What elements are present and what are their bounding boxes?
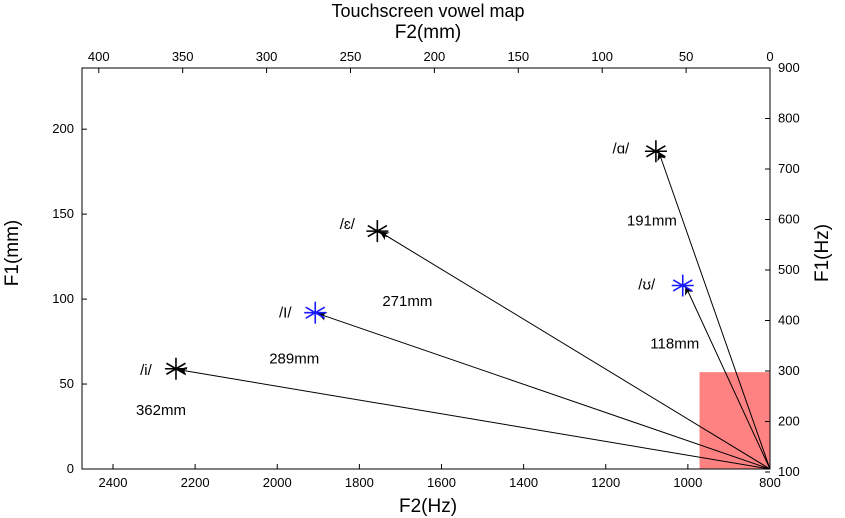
y-right-tick-label: 300 bbox=[778, 363, 800, 378]
vowel-marker bbox=[366, 220, 389, 243]
marker-layer bbox=[164, 140, 694, 380]
y-right-tick-label: 200 bbox=[778, 414, 800, 429]
marker-stroke bbox=[305, 306, 326, 319]
y-right-tick-label: 800 bbox=[778, 111, 800, 126]
vowel-marker bbox=[644, 140, 667, 163]
x-top-tick-label: 200 bbox=[424, 49, 446, 64]
y-left-tick-label: 150 bbox=[52, 206, 74, 221]
vowel-label: /ʊ/ bbox=[638, 276, 656, 293]
y-right-tick-label: 700 bbox=[778, 161, 800, 176]
y-left-tick-label: 200 bbox=[52, 121, 74, 136]
vowel-arrow bbox=[657, 151, 771, 470]
y-right-tick-label: 100 bbox=[778, 464, 800, 479]
marker-stroke bbox=[645, 145, 666, 158]
target-region-layer bbox=[699, 372, 770, 469]
x-top-tick-label: 350 bbox=[172, 49, 194, 64]
x-top-tick-label: 400 bbox=[88, 49, 110, 64]
vowel-arrow bbox=[178, 366, 771, 470]
y-right-axis-label: F1(Hz) bbox=[812, 224, 833, 282]
x-top-tick-label: 50 bbox=[679, 49, 693, 64]
y-left-tick-label: 100 bbox=[52, 291, 74, 306]
vowel-arrow bbox=[379, 231, 771, 470]
y-right-tick-label: 900 bbox=[778, 60, 800, 75]
chart-title: Touchscreen vowel map bbox=[331, 1, 524, 21]
target-region bbox=[699, 372, 770, 469]
x-bottom-tick-label: 800 bbox=[759, 475, 781, 490]
distance-label: 118mm bbox=[650, 335, 699, 352]
x-bottom-tick-label: 1000 bbox=[673, 475, 702, 490]
vowel-marker bbox=[164, 357, 187, 380]
x-bottom-tick-label: 1600 bbox=[427, 475, 456, 490]
x-bottom-tick-label: 2200 bbox=[181, 475, 210, 490]
y-left-tick-label: 50 bbox=[60, 376, 74, 391]
x-top-tick-label: 100 bbox=[591, 49, 613, 64]
distance-label: 191mm bbox=[627, 212, 677, 229]
x-bottom-tick-label: 2000 bbox=[263, 475, 292, 490]
vowel-label: /I/ bbox=[279, 305, 292, 322]
distance-label: 271mm bbox=[382, 293, 432, 310]
x-top-tick-label: 300 bbox=[256, 49, 278, 64]
x-bottom-tick-label: 2400 bbox=[99, 475, 128, 490]
x-bottom-tick-label: 1800 bbox=[345, 475, 374, 490]
vowel-label: /i/ bbox=[140, 362, 153, 379]
y-right-tick-label: 500 bbox=[778, 262, 800, 277]
y-left-axis-label: F1(mm) bbox=[2, 220, 23, 286]
vowel-arrow bbox=[685, 285, 771, 470]
x-bottom-axis-label: F2(Hz) bbox=[399, 496, 457, 517]
arrow-layer bbox=[178, 151, 771, 470]
vowel-label: /ɛ/ bbox=[340, 216, 356, 233]
y-right-tick-label: 400 bbox=[778, 313, 800, 328]
x-bottom-tick-label: 1200 bbox=[591, 475, 620, 490]
x-top-tick-label: 150 bbox=[507, 49, 529, 64]
marker-stroke bbox=[672, 279, 693, 292]
y-right-tick-label: 600 bbox=[778, 212, 800, 227]
vowel-marker bbox=[304, 301, 327, 324]
vowel-arrow bbox=[317, 312, 771, 470]
x-bottom-tick-label: 1400 bbox=[509, 475, 538, 490]
vowel-label: /ɑ/ bbox=[613, 140, 631, 157]
vowel-marker bbox=[671, 274, 694, 297]
plot-frame bbox=[81, 67, 771, 470]
distance-label: 362mm bbox=[136, 402, 186, 419]
marker-stroke bbox=[367, 224, 388, 238]
marker-stroke bbox=[166, 362, 186, 375]
axes bbox=[81, 67, 771, 470]
x-top-tick-label: 250 bbox=[340, 49, 362, 64]
x-top-axis-label: F2(mm) bbox=[395, 22, 461, 43]
distance-label: 289mm bbox=[269, 351, 319, 368]
x-top-tick-label: 0 bbox=[766, 49, 773, 64]
y-left-tick-label: 0 bbox=[67, 461, 74, 476]
label-layer: /i/362mm/I/289mm/ɛ/271mm/ɑ/191mm/ʊ/118mm bbox=[136, 140, 699, 418]
